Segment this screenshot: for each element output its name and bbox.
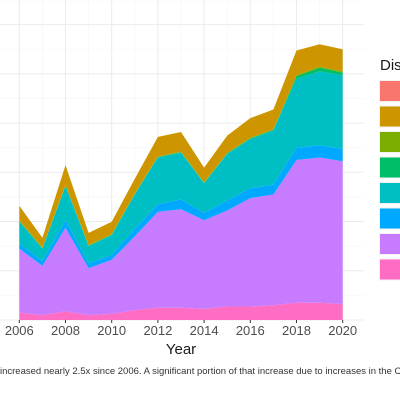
legend: Dis [379,57,400,281]
x-tick-label: 2016 [236,323,265,338]
area-series-0 [19,302,343,320]
legend-keys [379,80,400,281]
legend-key-swatch [380,157,400,178]
legend-key-swatch [380,259,400,280]
area-series [19,44,343,320]
x-axis-ticks: 2006 2008 2010 2012 2014 2016 2018 2020 [5,320,357,338]
area-series-2 [19,145,343,269]
legend-key-swatch [380,106,400,127]
x-tick-label: 2018 [282,323,311,338]
x-tick-label: 2012 [143,323,172,338]
legend-title: Dis [380,57,400,74]
area-series-3 [19,71,343,264]
x-tick-label: 2008 [51,323,80,338]
x-tick-label: 2014 [190,323,219,338]
legend-key-swatch [380,81,400,101]
legend-key-swatch [380,132,400,152]
x-tick-label: 2010 [97,323,126,338]
legend-key-swatch [380,234,400,254]
chart-caption: increased nearly 2.5x since 2006. A sign… [0,366,400,377]
area-series-1 [19,157,343,316]
area-series-6 [19,44,343,248]
x-axis-title: Year [166,341,196,358]
x-tick-label: 2006 [5,323,34,338]
legend-key-swatch [380,208,400,229]
legend-key-swatch [380,183,400,203]
x-tick-label: 2020 [328,323,357,338]
